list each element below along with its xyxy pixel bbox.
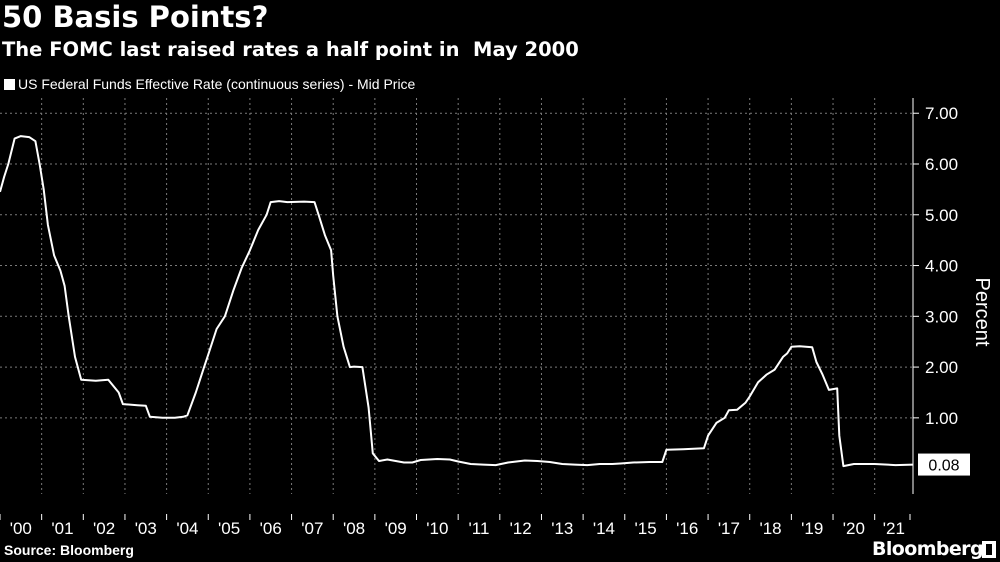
y-tick-label: 7.00 bbox=[925, 104, 958, 123]
chart-title: 50 Basis Points? bbox=[2, 0, 269, 34]
x-tick-label: '10 bbox=[426, 519, 448, 538]
x-tick-label: '16 bbox=[676, 519, 698, 538]
legend-label: US Federal Funds Effective Rate (continu… bbox=[18, 76, 416, 92]
legend: US Federal Funds Effective Rate (continu… bbox=[4, 76, 415, 92]
legend-swatch bbox=[4, 78, 15, 90]
last-value-label: 0.08 bbox=[928, 458, 959, 475]
y-tick-label: 1.00 bbox=[925, 409, 958, 428]
x-tick-label: '17 bbox=[718, 519, 740, 538]
brand-mark-icon bbox=[982, 541, 996, 558]
x-tick-label: '12 bbox=[510, 519, 532, 538]
x-tick-label: '00 bbox=[10, 519, 32, 538]
x-tick-label: '19 bbox=[801, 519, 823, 538]
source-note: Source: Bloomberg bbox=[4, 542, 134, 558]
x-tick-label: '09 bbox=[385, 519, 407, 538]
x-tick-label: '18 bbox=[759, 519, 781, 538]
y-axis: 1.00 2.00 3.00 4.00 5.00 6.00 7.00 bbox=[912, 98, 958, 494]
y-tick-label: 6.00 bbox=[925, 155, 958, 174]
x-tick-label: '07 bbox=[301, 519, 323, 538]
x-tick-label: '13 bbox=[551, 519, 573, 538]
x-tick-label: '02 bbox=[93, 519, 115, 538]
x-tick-label: '04 bbox=[176, 519, 198, 538]
x-tick-label: '15 bbox=[635, 519, 657, 538]
x-tick-label: '11 bbox=[469, 519, 490, 538]
chart-subtitle: The FOMC last raised rates a half point … bbox=[2, 38, 579, 61]
x-tick-label: '14 bbox=[593, 519, 615, 538]
x-axis: '00 '01 '02 '03 '04 '05 '06 '07 '08 '09 '10 '11 '12 '… bbox=[0, 514, 911, 538]
x-tick-label: '08 bbox=[343, 519, 365, 538]
last-value-box bbox=[918, 453, 970, 476]
grid-lines bbox=[0, 98, 913, 494]
x-tick-label: '03 bbox=[135, 519, 157, 538]
y-tick-label: 5.00 bbox=[925, 206, 958, 225]
last-value-badge: 0.08 bbox=[918, 453, 970, 476]
x-tick-label: '05 bbox=[218, 519, 240, 538]
y-tick-label: 3.00 bbox=[925, 307, 958, 326]
y-tick-label: 2.00 bbox=[925, 358, 958, 377]
x-tick-label: '01 bbox=[51, 519, 73, 538]
series-line bbox=[0, 135, 914, 468]
x-tick-label: '21 bbox=[883, 519, 905, 538]
brand-logo-text: Bloomberg bbox=[872, 538, 984, 560]
x-tick-label: '06 bbox=[260, 519, 282, 538]
y-tick-label: 4.00 bbox=[925, 257, 958, 276]
x-tick-label: '20 bbox=[843, 519, 865, 538]
y-axis-label: Percent bbox=[971, 278, 993, 347]
